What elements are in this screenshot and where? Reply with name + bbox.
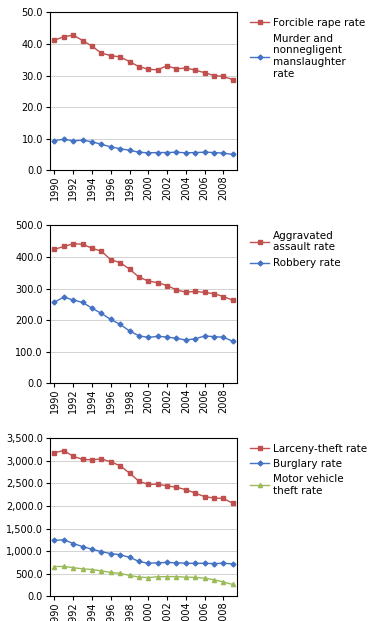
Legend: Aggravated
assault rate, Robbery rate: Aggravated assault rate, Robbery rate — [250, 230, 341, 268]
Legend: Forcible rape rate, Murder and
nonnegligent
manslaughter
rate: Forcible rape rate, Murder and nonneglig… — [250, 17, 365, 79]
Legend: Larceny-theft rate, Burglary rate, Motor vehicle
theft rate: Larceny-theft rate, Burglary rate, Motor… — [250, 443, 367, 496]
